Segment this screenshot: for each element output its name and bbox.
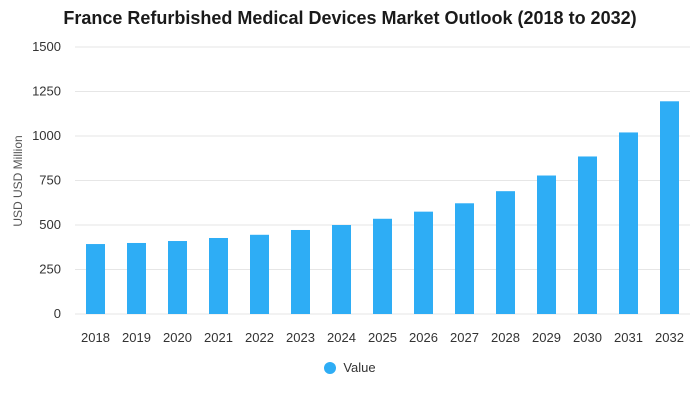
x-axis-ticks: 2018 2019 2020 2021 2022 2023 2024 2025 2026 2027… [81, 330, 684, 345]
bar-2022 [250, 234, 269, 314]
bar-2025 [373, 218, 392, 314]
x-tick-label-2022: 2022 [245, 330, 274, 345]
x-tick-label-2019: 2019 [122, 330, 151, 345]
y-tick-label: 250 [39, 262, 61, 277]
bar-2032 [660, 101, 679, 314]
bar-2018 [86, 244, 105, 314]
x-tick-label-2028: 2028 [491, 330, 520, 345]
y-tick-label: 0 [54, 306, 61, 321]
legend: Value [0, 360, 700, 375]
y-axis-label: USD USD Million [11, 135, 25, 226]
x-tick-label-2029: 2029 [532, 330, 561, 345]
x-tick-label-2023: 2023 [286, 330, 315, 345]
bar-2020 [168, 241, 187, 314]
bar-2024 [332, 225, 351, 314]
x-tick-label-2025: 2025 [368, 330, 397, 345]
x-tick-label-2021: 2021 [204, 330, 233, 345]
y-tick-label: 1250 [32, 84, 61, 99]
x-tick-label-2018: 2018 [81, 330, 110, 345]
x-tick-label-2026: 2026 [409, 330, 438, 345]
x-tick-label-2032: 2032 [655, 330, 684, 345]
bar-2023 [291, 229, 310, 314]
bar-2019 [127, 242, 146, 314]
x-tick-label-2031: 2031 [614, 330, 643, 345]
x-tick-label-2030: 2030 [573, 330, 602, 345]
x-tick-label-2024: 2024 [327, 330, 356, 345]
y-tick-label: 1500 [32, 39, 61, 54]
bar-2021 [209, 237, 228, 314]
x-tick-label-2020: 2020 [163, 330, 192, 345]
bars [86, 101, 679, 314]
bar-2029 [537, 175, 556, 314]
legend-label-value: Value [343, 360, 376, 375]
bar-2026 [414, 211, 433, 314]
y-tick-label: 1000 [32, 128, 61, 143]
y-tick-label: 750 [39, 173, 61, 188]
bar-2030 [578, 156, 597, 314]
legend-swatch-value [324, 361, 337, 374]
y-axis-ticks: 0 250 500 750 1000 1250 1500 [32, 39, 61, 321]
y-tick-label: 500 [39, 217, 61, 232]
bar-2027 [455, 203, 474, 314]
bar-2028 [496, 191, 515, 314]
x-tick-label-2027: 2027 [450, 330, 479, 345]
bar-2031 [619, 132, 638, 314]
chart-title: France Refurbished Medical Devices Marke… [63, 8, 637, 28]
